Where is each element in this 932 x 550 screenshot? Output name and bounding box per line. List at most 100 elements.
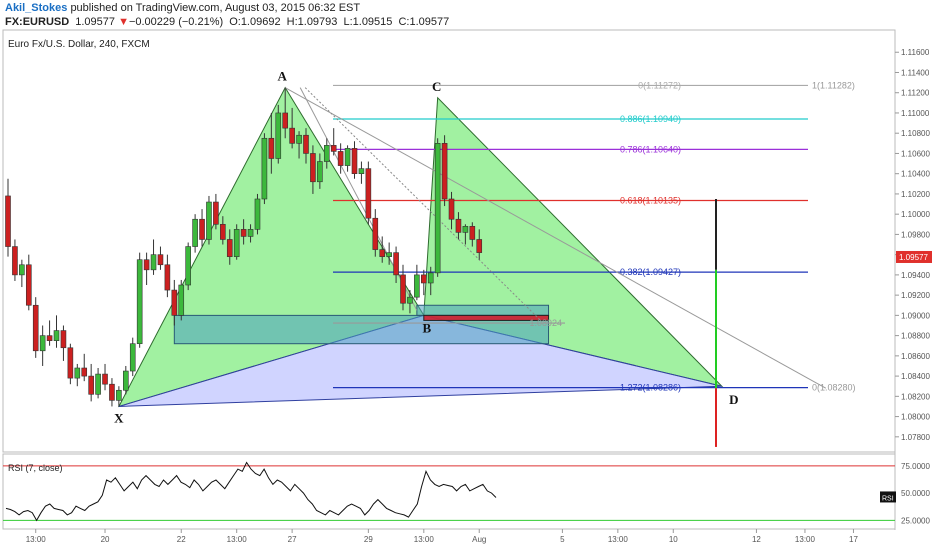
candle-body-26[interactable] xyxy=(185,246,191,286)
candle-body-4[interactable] xyxy=(32,304,39,352)
x-tick-label-7: Aug xyxy=(472,535,486,544)
author-link[interactable]: Akil_Stokes xyxy=(5,2,68,14)
candle-body-58[interactable] xyxy=(407,296,413,304)
candle-body-54[interactable] xyxy=(379,249,386,257)
candle-body-33[interactable] xyxy=(233,229,240,257)
x-tick-label-3: 13:00 xyxy=(227,535,248,544)
candle-body-39[interactable] xyxy=(275,112,282,159)
candle-body-53[interactable] xyxy=(372,217,379,250)
candle-body-2[interactable] xyxy=(19,264,25,276)
y-tick-label-13: 1.09000 xyxy=(901,311,930,320)
last-price-tag xyxy=(896,250,932,263)
fib-label-3: 0.618(1.10135) xyxy=(620,196,681,206)
candle-body-52[interactable] xyxy=(365,168,372,219)
rsi-tick-label-2: 25.0000 xyxy=(901,516,930,525)
symbol-label: FX:EURUSD xyxy=(5,16,70,28)
y-tick-label-6: 1.10400 xyxy=(901,170,930,179)
candle-body-47[interactable] xyxy=(330,145,337,152)
candle-body-34[interactable] xyxy=(240,229,247,237)
rsi-line[interactable] xyxy=(5,461,497,522)
candle-body-49[interactable] xyxy=(344,148,351,166)
candle-body-44[interactable] xyxy=(310,153,316,183)
candle-body-7[interactable] xyxy=(53,330,60,341)
candle-body-64[interactable] xyxy=(448,198,455,220)
x-tick-label-2: 22 xyxy=(177,535,186,544)
candle-body-56[interactable] xyxy=(393,252,399,276)
candle-body-12[interactable] xyxy=(88,375,94,395)
candle-body-61[interactable] xyxy=(427,272,434,284)
candle-body-42[interactable] xyxy=(296,134,302,144)
fib-label-6: 1.08924 xyxy=(529,318,562,328)
candle-body-22[interactable] xyxy=(157,254,164,266)
candle-body-8[interactable] xyxy=(60,330,67,349)
candle-body-10[interactable] xyxy=(74,367,81,379)
candle-body-41[interactable] xyxy=(289,127,295,144)
candle-body-43[interactable] xyxy=(303,134,309,154)
x-tick-label-4: 27 xyxy=(288,535,297,544)
y-tick-label-19: 1.07800 xyxy=(901,433,930,442)
candle-body-37[interactable] xyxy=(261,137,268,200)
candle-body-14[interactable] xyxy=(102,373,108,385)
chart-header: Akil_Stokes published on TradingView.com… xyxy=(0,0,932,30)
candle-body-48[interactable] xyxy=(337,151,344,166)
trend-line-a[interactable] xyxy=(284,87,827,389)
candle-body-67[interactable] xyxy=(469,226,476,240)
published-text: published on TradingView.com, August 03,… xyxy=(70,2,361,14)
change-value: −0.00229 (−0.21%) xyxy=(128,16,224,28)
candle-body-30[interactable] xyxy=(213,201,219,225)
candle-body-15[interactable] xyxy=(109,383,115,401)
candle-body-57[interactable] xyxy=(400,274,406,304)
candle-body-35[interactable] xyxy=(247,229,254,237)
x-tick-label-12: 13:00 xyxy=(795,535,816,544)
last-price-tag-text: 1.09577 xyxy=(899,253,928,262)
candle-body-3[interactable] xyxy=(25,264,32,306)
candle-body-50[interactable] xyxy=(351,148,358,174)
candle-body-68[interactable] xyxy=(476,239,483,253)
fib-right-label-0: 1(1.11282) xyxy=(812,80,855,90)
candle-body-17[interactable] xyxy=(123,370,129,391)
candle-body-1[interactable] xyxy=(12,246,18,276)
candle-body-25[interactable] xyxy=(178,284,185,316)
fib-label-1: 0.886(1.10940) xyxy=(620,114,681,124)
candle-body-28[interactable] xyxy=(199,218,205,240)
blue-zone-top xyxy=(416,304,550,316)
candle-body-31[interactable] xyxy=(220,223,226,240)
candle-body-5[interactable] xyxy=(39,335,46,352)
candle-body-55[interactable] xyxy=(386,252,392,257)
candle-body-36[interactable] xyxy=(254,198,261,230)
candle-body-6[interactable] xyxy=(46,335,53,341)
candle-body-38[interactable] xyxy=(268,137,275,159)
candle-body-32[interactable] xyxy=(226,239,233,257)
candle-body-9[interactable] xyxy=(67,347,74,379)
candle-body-45[interactable] xyxy=(317,161,323,183)
candle-body-46[interactable] xyxy=(323,145,330,162)
red-zone xyxy=(423,314,550,321)
candle-body-20[interactable] xyxy=(143,259,150,271)
candle-body-63[interactable] xyxy=(441,143,448,200)
candle-body-40[interactable] xyxy=(282,112,289,129)
x-tick-label-5: 29 xyxy=(364,535,373,544)
y-tick-label-17: 1.08200 xyxy=(901,392,930,401)
candle-body-29[interactable] xyxy=(206,201,212,240)
x-tick-label-1: 20 xyxy=(101,535,110,544)
candle-body-0[interactable] xyxy=(5,195,11,247)
candle-body-59[interactable] xyxy=(414,274,420,298)
candle-body-66[interactable] xyxy=(462,226,469,233)
candle-body-60[interactable] xyxy=(420,274,427,284)
candle-body-27[interactable] xyxy=(192,218,198,247)
candle-body-19[interactable] xyxy=(136,259,143,345)
candle-body-65[interactable] xyxy=(455,218,462,233)
candle-body-51[interactable] xyxy=(358,168,365,174)
candle-body-11[interactable] xyxy=(81,367,88,377)
trend-line-dotted[interactable] xyxy=(304,87,542,322)
x-tick-label-10: 10 xyxy=(669,535,678,544)
candle-body-13[interactable] xyxy=(95,373,101,395)
y-tick-label-7: 1.10200 xyxy=(901,190,930,199)
candle-body-16[interactable] xyxy=(116,389,122,401)
candle-body-24[interactable] xyxy=(171,289,178,316)
candle-body-23[interactable] xyxy=(164,264,171,291)
candle-body-21[interactable] xyxy=(150,254,157,271)
candle-body-62[interactable] xyxy=(434,143,441,274)
candle-body-18[interactable] xyxy=(129,343,136,372)
